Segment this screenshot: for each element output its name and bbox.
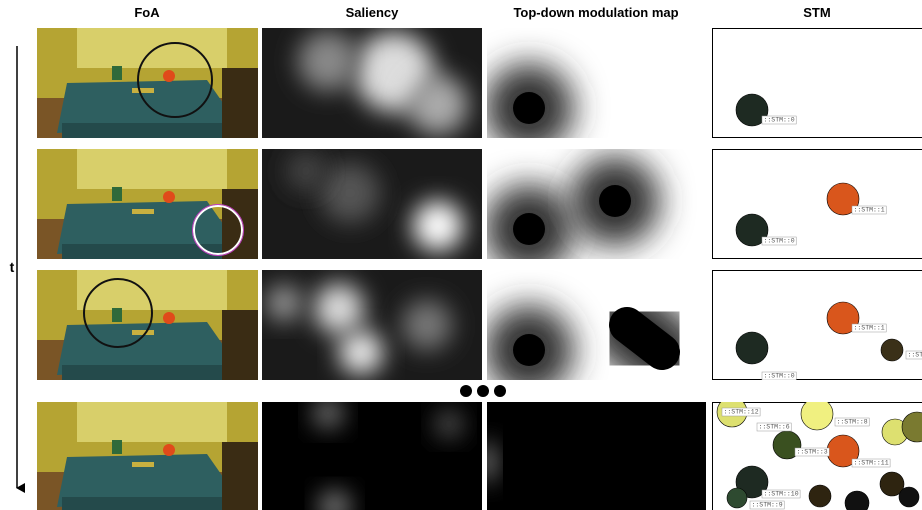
modulation-map (484, 28, 706, 153)
background (713, 271, 922, 380)
stm-label: ::STM::6 (759, 424, 790, 431)
saliency-blob (408, 75, 468, 135)
figure: FoA Saliency Top-down modulation map STM… (0, 0, 922, 510)
stm-label: ::STM::9 (752, 502, 783, 509)
wall-light (77, 402, 227, 442)
core (599, 185, 631, 217)
stm-label: ::STM::0 (764, 373, 795, 380)
stm-label: ::STM::0 (764, 238, 795, 245)
saliency-map (262, 270, 482, 380)
saliency-blob (314, 284, 364, 334)
core (513, 92, 545, 124)
stm-item (736, 332, 768, 364)
stm-panel: ::STM::1::STM::0 (713, 150, 922, 259)
object (163, 191, 175, 203)
stm-label: ::STM::1 (854, 207, 885, 214)
object (112, 308, 122, 322)
chair (222, 189, 258, 259)
photo (37, 402, 258, 510)
stm-item (881, 339, 903, 361)
stm-panel: ::STM::1::STM::0::STM (713, 271, 922, 381)
column-header: STM (803, 5, 830, 20)
object (132, 88, 154, 93)
stm-label: ::STM::1 (854, 325, 885, 332)
stm-item (801, 398, 833, 430)
chair (222, 310, 258, 380)
object (163, 444, 175, 456)
ellipsis-dot (460, 385, 472, 397)
ellipsis-dot (494, 385, 506, 397)
wall-light (77, 149, 227, 189)
saliency-blob (286, 151, 326, 191)
table-side (62, 365, 232, 380)
stm-item (809, 485, 831, 507)
saliency-blob (435, 410, 463, 438)
saliency-blob (298, 31, 358, 91)
saliency-map (262, 149, 482, 259)
stm-label: ::STM (908, 352, 922, 359)
time-label: t (10, 259, 15, 275)
stm-label: ::STM::10 (764, 491, 799, 498)
photo (37, 270, 258, 380)
photo (37, 28, 258, 138)
saliency-map (262, 398, 482, 510)
saliency-blob (413, 201, 463, 251)
column-header: Top-down modulation map (513, 5, 678, 20)
chair (222, 442, 258, 510)
background (487, 402, 706, 510)
stm-panel: ::STM::12::STM::6::STM::8::STM::3::STM::… (713, 397, 922, 510)
core (513, 213, 545, 245)
page: FoA Saliency Top-down modulation map STM… (0, 0, 922, 510)
chair (222, 68, 258, 138)
table-side (62, 123, 232, 138)
object (132, 462, 154, 467)
core (513, 334, 545, 366)
modulation-map (479, 402, 706, 510)
modulation-map (484, 270, 706, 395)
stm-item (899, 487, 919, 507)
object (112, 66, 122, 80)
object (163, 312, 175, 324)
saliency-map (262, 28, 482, 138)
stm-label: ::STM::3 (797, 449, 828, 456)
photo (37, 149, 258, 259)
stm-label: ::STM::12 (724, 409, 759, 416)
saliency-blob (313, 398, 343, 428)
stm-label: ::STM::0 (764, 117, 795, 124)
wall-light (77, 28, 227, 68)
saliency-blob (339, 331, 383, 375)
object (112, 187, 122, 201)
saliency-blob (266, 285, 302, 321)
modulation-map (484, 149, 706, 274)
object (132, 330, 154, 335)
object (163, 70, 175, 82)
stm-panel: ::STM::0 (713, 29, 922, 138)
saliency-blob (402, 300, 452, 350)
panels: ::STM::0::STM::1::STM::0::STM::1::STM::0… (37, 28, 922, 510)
column-header: Saliency (346, 5, 400, 20)
ellipsis-dot (477, 385, 489, 397)
core (627, 325, 662, 352)
object (112, 440, 122, 454)
stm-label: ::STM::11 (854, 460, 889, 467)
column-header: FoA (134, 5, 160, 20)
wall-light (77, 270, 227, 310)
table-side (62, 497, 232, 510)
object (132, 209, 154, 214)
stm-item (727, 488, 747, 508)
stm-label: ::STM::8 (837, 419, 868, 426)
saliency-blob (320, 163, 380, 223)
